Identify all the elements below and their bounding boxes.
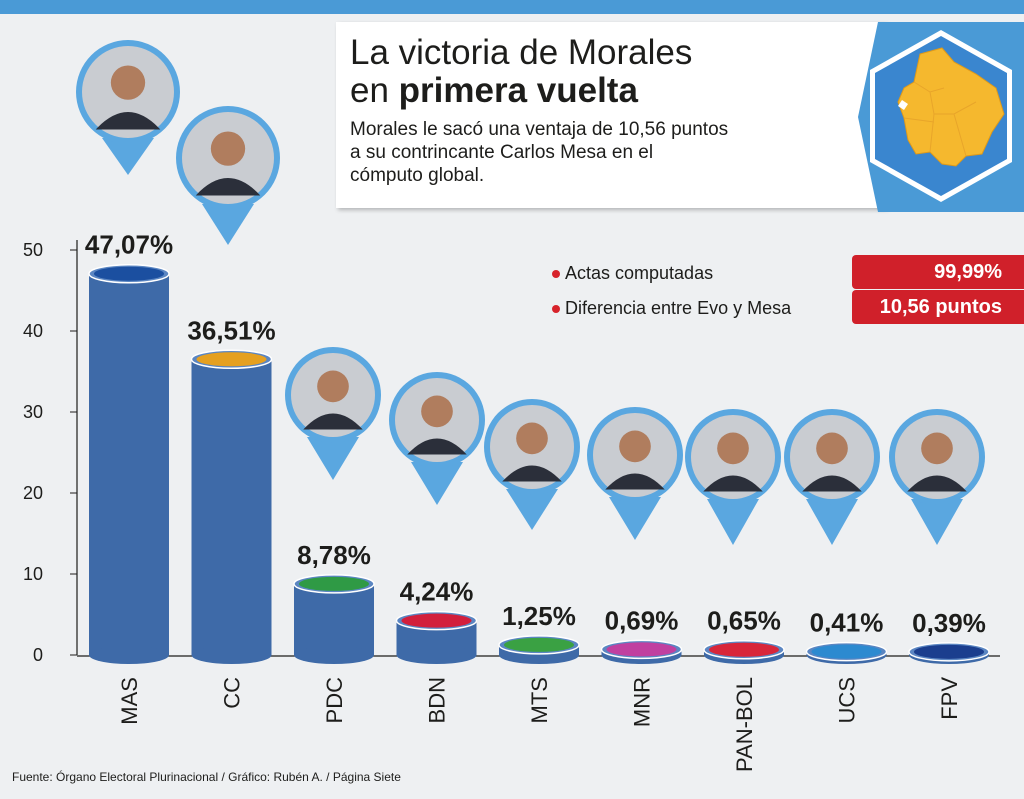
person-head-icon	[110, 65, 146, 100]
category-label: PAN-BOL	[732, 677, 757, 772]
person-head-icon	[210, 131, 246, 166]
diferencia-badge: 10,56 puntos	[852, 290, 1024, 324]
page-subtitle: Morales le sacó una ventaja de 10,56 pun…	[350, 119, 729, 186]
category-label: PDC	[322, 677, 347, 724]
y-tick-label: 30	[23, 402, 43, 422]
legend-actas-label: Actas computadas	[565, 263, 714, 283]
page-title-prefix: en	[350, 71, 399, 110]
source-credit: Fuente: Órgano Electoral Plurinacional /…	[12, 770, 401, 784]
category-label: CC	[220, 677, 245, 709]
category-label: FPV	[937, 677, 962, 720]
legend-actas: Actas computadas	[552, 263, 713, 284]
portrait-pointer	[411, 462, 463, 505]
bar	[89, 273, 169, 655]
person-head-icon	[717, 432, 749, 465]
bar-base	[191, 646, 272, 664]
page-title-line2: en primera vuelta	[350, 72, 638, 110]
category-label: MTS	[527, 677, 552, 723]
value-label: 0,41%	[810, 608, 884, 638]
party-logo-icon	[504, 637, 574, 652]
value-label: 0,69%	[605, 605, 679, 635]
title-box: La victoria de Morales en primera vuelta…	[336, 22, 886, 208]
value-label: 0,39%	[912, 608, 986, 638]
legend-diferencia: Diferencia entre Evo y Mesa	[552, 298, 791, 319]
person-body-icon	[95, 112, 161, 130]
person-body-icon	[195, 178, 261, 196]
person-head-icon	[421, 395, 453, 428]
legend-dot-icon	[552, 270, 560, 279]
portrait-pointer	[911, 499, 963, 545]
bar-base	[396, 646, 477, 664]
bar	[191, 359, 272, 655]
person-head-icon	[816, 432, 848, 465]
value-label: 1,25%	[502, 601, 576, 631]
y-tick-label: 10	[23, 564, 43, 584]
legend-diferencia-label: Diferencia entre Evo y Mesa	[565, 298, 792, 318]
portrait-pointer	[202, 204, 254, 245]
person-head-icon	[921, 432, 953, 465]
portrait-pointer	[707, 499, 759, 545]
party-logo-icon	[709, 642, 779, 657]
category-label: MAS	[117, 677, 142, 725]
value-label: 8,78%	[297, 540, 371, 570]
portrait-pointer	[506, 489, 558, 530]
value-label: 4,24%	[400, 577, 474, 607]
y-tick-label: 40	[23, 321, 43, 341]
person-body-icon	[502, 465, 562, 482]
legend-dot-icon	[552, 305, 560, 314]
actas-badge: 99,99%	[852, 255, 1024, 289]
portrait-pointer	[307, 437, 359, 480]
value-label: 0,65%	[707, 606, 781, 636]
bar-base	[89, 646, 169, 664]
value-label: 47,07%	[85, 230, 173, 260]
y-tick-label: 0	[33, 645, 43, 665]
page-title-bold: primera vuelta	[398, 71, 638, 110]
bar-base	[294, 646, 374, 664]
person-head-icon	[317, 370, 349, 403]
party-logo-icon	[94, 266, 164, 281]
y-tick-label: 20	[23, 483, 43, 503]
person-head-icon	[619, 430, 651, 463]
party-logo-icon	[299, 576, 369, 591]
portrait-pointer	[806, 499, 858, 545]
party-logo-icon	[401, 613, 472, 628]
y-tick-label: 50	[23, 240, 43, 260]
person-body-icon	[303, 413, 363, 430]
category-label: BDN	[425, 677, 450, 723]
person-body-icon	[907, 475, 967, 492]
page-title-line1: La victoria de Morales	[350, 33, 693, 72]
person-body-icon	[802, 475, 862, 492]
party-logo-icon	[811, 644, 882, 659]
portrait-pointer	[609, 497, 661, 540]
party-logo-icon	[196, 352, 267, 367]
bar	[294, 583, 374, 655]
person-head-icon	[516, 422, 548, 455]
person-body-icon	[703, 475, 763, 492]
top-accent-bar	[0, 0, 1024, 14]
value-label: 36,51%	[187, 315, 275, 345]
party-logo-icon	[914, 644, 984, 659]
person-body-icon	[605, 473, 665, 490]
bolivia-map-icon	[858, 22, 1024, 212]
category-label: UCS	[835, 677, 860, 723]
portrait-pointer	[102, 138, 154, 175]
person-body-icon	[407, 438, 467, 455]
category-label: MNR	[630, 677, 655, 727]
party-logo-icon	[606, 642, 677, 657]
